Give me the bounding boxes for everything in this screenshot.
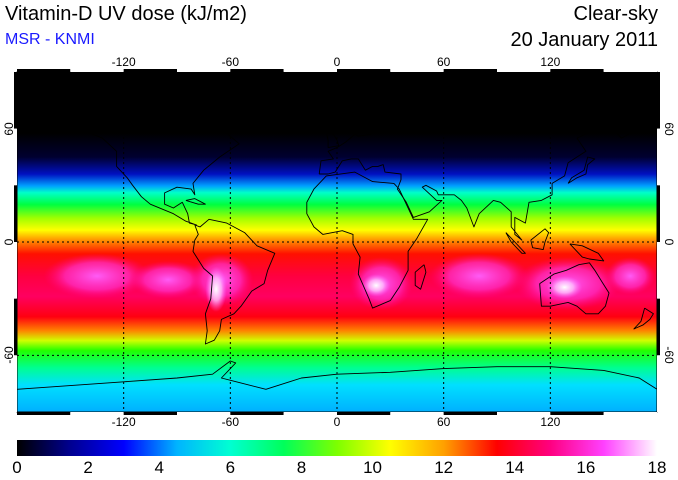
colorbar-tick-label: 8 — [296, 458, 307, 477]
frame-segment — [657, 185, 660, 242]
frame-segment — [657, 298, 660, 356]
colorbar-tick-label: 2 — [83, 458, 93, 477]
latitude-tick-label: 60 — [2, 121, 16, 136]
uv-hotspot — [205, 266, 227, 312]
map-date: 20 January 2011 — [510, 29, 658, 51]
latitude-tick-label: 0 — [662, 238, 676, 246]
coast-madagascar — [414, 264, 427, 290]
frame-segment — [337, 412, 391, 415]
uv-dose-map — [14, 69, 660, 415]
sky-condition: Clear-sky — [573, 3, 658, 25]
uv-hotspot — [605, 257, 656, 295]
frame-segment — [14, 128, 17, 186]
frame-segment — [443, 69, 497, 72]
frame-segment — [603, 412, 657, 415]
longitude-tick-label: 0 — [333, 415, 341, 429]
frame-segment — [550, 69, 604, 72]
coast-scandinavia-gulf — [354, 118, 382, 137]
coast-north-america — [37, 105, 240, 226]
longitude-tick-label: -60 — [221, 55, 239, 69]
colorbar-tick-label: 18 — [647, 458, 667, 477]
coast-britain — [325, 131, 340, 149]
coast-new-zealand — [633, 307, 654, 330]
frame-segment — [177, 412, 231, 415]
longitude-tick-label: 60 — [436, 415, 451, 429]
frame-segment — [550, 412, 604, 415]
frame-segment — [283, 412, 337, 415]
frame-segment — [390, 69, 444, 72]
uv-hotspot — [129, 260, 208, 299]
colorbar-tick-label: 4 — [154, 458, 164, 477]
longitude-tick-label: 0 — [333, 55, 341, 69]
coast-eurasia — [318, 96, 658, 241]
uv-hotspot — [546, 276, 583, 299]
frame-segment — [123, 412, 177, 415]
longitude-tick-label: -120 — [111, 55, 136, 69]
frame-segment — [230, 69, 284, 72]
colorbar-tick-label: 16 — [576, 458, 596, 477]
coast-iceland — [293, 116, 315, 124]
frame-segment — [17, 412, 71, 415]
coast-south-america — [192, 218, 276, 345]
longitude-tick-label: 60 — [436, 55, 451, 69]
coast-borneo — [530, 228, 550, 251]
frame-segment — [14, 355, 17, 412]
frame-segment — [230, 412, 284, 415]
colorbar-tick-label: 10 — [363, 458, 383, 477]
coast-africa — [306, 171, 429, 309]
latitude-tick-label: -60 — [662, 346, 676, 364]
frame-segment — [14, 298, 17, 356]
uv-hotspot — [429, 253, 529, 299]
frame-segment — [497, 69, 551, 72]
colorbar-tick-label: 14 — [505, 458, 525, 477]
coast-australia — [539, 262, 610, 315]
colorbar-tick-label: 6 — [225, 458, 236, 477]
coast-new-guinea — [569, 243, 605, 262]
frame-segment — [70, 69, 124, 72]
longitude-tick-label: -120 — [111, 415, 136, 429]
frame-segment — [177, 69, 231, 72]
frame-segment — [657, 355, 660, 412]
uv-hotspot — [361, 274, 391, 297]
coast-cuba — [185, 198, 206, 205]
frame-segment — [283, 69, 337, 72]
frame-segment — [657, 72, 660, 129]
map-area: -120 -60 0 60 120 -120 -60 0 60 120 60 0 -60 60 0 -6… — [2, 55, 676, 428]
longitude-tick-label: 120 — [540, 55, 561, 69]
colorbar-tick-label: 0 — [12, 458, 22, 477]
frame-segment — [497, 412, 551, 415]
frame-segment — [14, 72, 17, 129]
map-title: Vitamin-D UV dose (kJ/m2) — [5, 3, 247, 25]
frame-segment — [657, 242, 660, 299]
colorbar-gradient — [17, 440, 657, 456]
frame-segment — [14, 242, 17, 299]
latitude-tick-label: 0 — [2, 238, 16, 246]
longitude-tick-label: -60 — [221, 415, 239, 429]
latitude-tick-label: 60 — [662, 121, 676, 136]
latitude-tick-label: -60 — [2, 346, 16, 364]
frame-segment — [657, 128, 660, 186]
longitude-tick-label: 120 — [540, 415, 561, 429]
coast-japan — [567, 156, 596, 184]
frame-segment — [603, 69, 657, 72]
coast-antarctica — [16, 360, 658, 390]
frame-segment — [390, 412, 444, 415]
colorbar-tick-label: 12 — [434, 458, 454, 477]
colorbar-labels: 0 2 4 6 8 10 12 14 16 18 — [0, 459, 678, 479]
data-source: MSR - KNMI — [5, 31, 95, 48]
colorbar — [17, 440, 657, 456]
frame-segment — [337, 69, 391, 72]
frame-segment — [14, 185, 17, 242]
frame-segment — [17, 69, 71, 72]
coast-greenland — [212, 84, 302, 130]
frame-segment — [123, 69, 177, 72]
frame-segment — [443, 412, 497, 415]
frame-segment — [70, 412, 124, 415]
coast-sumatra — [505, 232, 526, 254]
